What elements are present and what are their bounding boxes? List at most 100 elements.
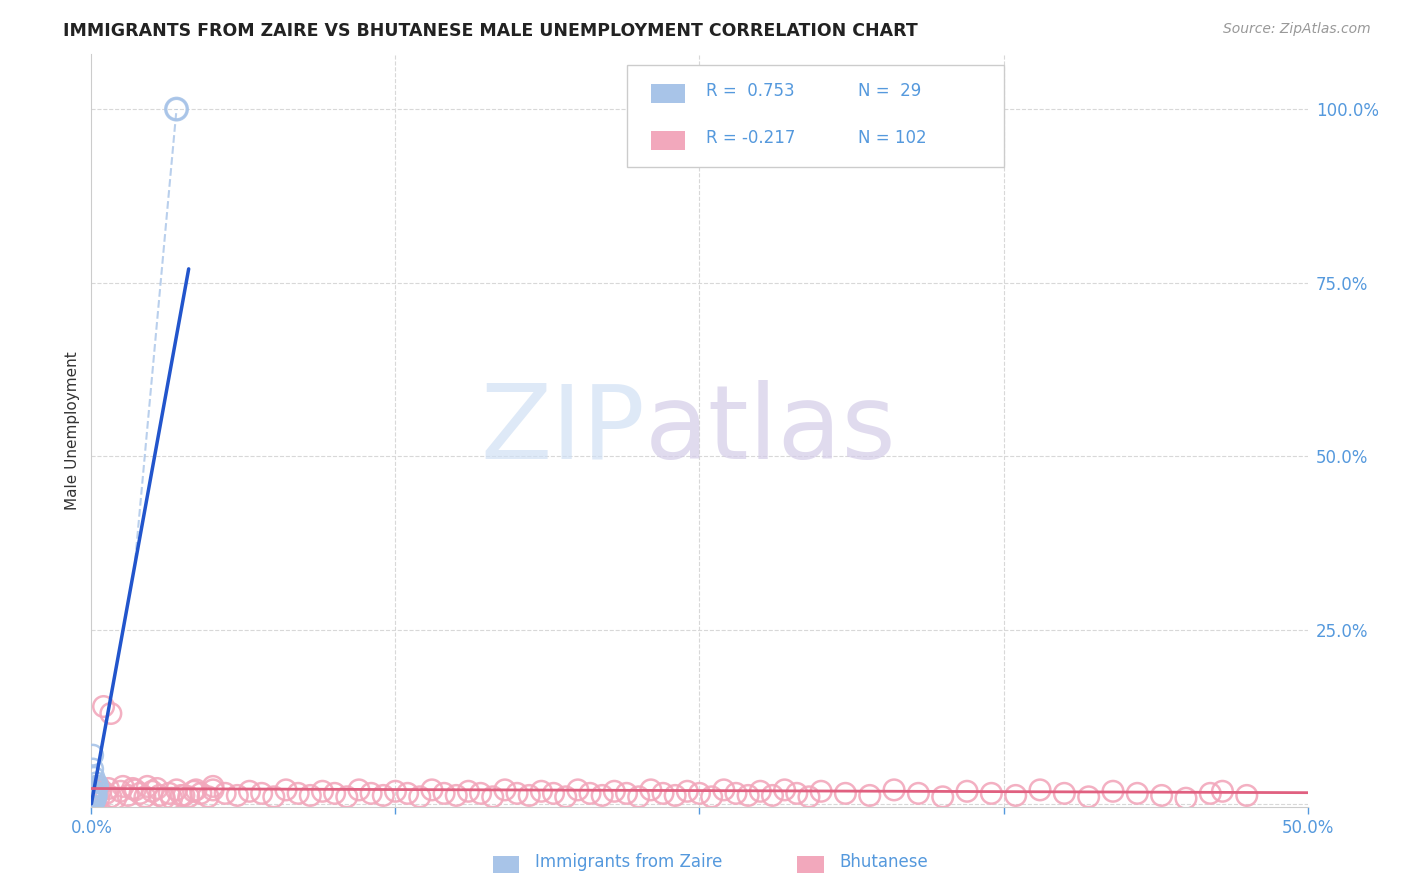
Point bbox=[336, 789, 359, 804]
Point bbox=[202, 783, 225, 797]
Point bbox=[664, 789, 686, 803]
Point bbox=[82, 762, 104, 776]
Point bbox=[470, 786, 492, 800]
Point bbox=[82, 790, 104, 805]
Point bbox=[883, 783, 905, 797]
Text: IMMIGRANTS FROM ZAIRE VS BHUTANESE MALE UNEMPLOYMENT CORRELATION CHART: IMMIGRANTS FROM ZAIRE VS BHUTANESE MALE … bbox=[63, 22, 918, 40]
Point bbox=[1029, 783, 1052, 797]
Point bbox=[433, 786, 456, 800]
Point bbox=[384, 784, 406, 798]
Point bbox=[797, 789, 820, 804]
Point bbox=[84, 776, 107, 790]
Point bbox=[141, 784, 163, 798]
Point bbox=[166, 102, 188, 116]
Point bbox=[84, 792, 107, 806]
Point bbox=[238, 784, 260, 798]
Text: N =  29: N = 29 bbox=[858, 82, 921, 100]
FancyBboxPatch shape bbox=[627, 65, 1004, 167]
Point bbox=[83, 789, 105, 803]
Point bbox=[907, 786, 929, 800]
Text: R = -0.217: R = -0.217 bbox=[706, 129, 794, 147]
Point bbox=[444, 789, 467, 803]
Point bbox=[311, 784, 333, 798]
Point bbox=[184, 783, 207, 797]
Point bbox=[980, 786, 1002, 800]
Point bbox=[157, 786, 180, 800]
Point bbox=[517, 789, 540, 803]
Point bbox=[761, 789, 783, 803]
Point bbox=[274, 783, 297, 797]
Point bbox=[82, 795, 104, 809]
Point bbox=[82, 792, 104, 806]
Point bbox=[83, 791, 105, 805]
Point bbox=[494, 783, 516, 797]
Point bbox=[530, 784, 553, 798]
Point bbox=[506, 786, 529, 800]
Text: Immigrants from Zaire: Immigrants from Zaire bbox=[536, 854, 723, 871]
Point bbox=[146, 781, 169, 796]
Point bbox=[83, 786, 105, 800]
Point bbox=[100, 706, 122, 721]
Point bbox=[83, 771, 105, 785]
Point bbox=[84, 781, 107, 796]
Point bbox=[579, 786, 602, 800]
Text: atlas: atlas bbox=[645, 380, 897, 481]
Point bbox=[83, 784, 105, 798]
Point bbox=[1004, 789, 1026, 803]
Point bbox=[97, 781, 120, 796]
Point bbox=[104, 791, 127, 805]
Point bbox=[94, 786, 117, 800]
Point bbox=[347, 783, 370, 797]
Point bbox=[810, 784, 832, 798]
Point bbox=[82, 748, 104, 763]
Point bbox=[1077, 789, 1099, 804]
Point bbox=[134, 789, 156, 804]
Point bbox=[84, 789, 107, 803]
Point bbox=[82, 789, 104, 803]
Point bbox=[177, 789, 200, 804]
Point bbox=[84, 790, 107, 805]
Point bbox=[737, 789, 759, 803]
Point bbox=[90, 783, 112, 797]
Point bbox=[82, 781, 104, 796]
Point bbox=[82, 793, 104, 807]
Point bbox=[1102, 784, 1125, 798]
Text: Source: ZipAtlas.com: Source: ZipAtlas.com bbox=[1223, 22, 1371, 37]
Point bbox=[83, 784, 105, 798]
Point bbox=[323, 786, 346, 800]
Point bbox=[148, 789, 170, 803]
Point bbox=[117, 789, 139, 803]
Point bbox=[409, 789, 432, 804]
Point bbox=[299, 789, 322, 803]
Point bbox=[136, 780, 159, 794]
Point bbox=[543, 786, 565, 800]
Point bbox=[567, 783, 589, 797]
Point bbox=[749, 784, 772, 798]
FancyBboxPatch shape bbox=[651, 84, 685, 103]
Point bbox=[773, 783, 796, 797]
Point bbox=[197, 789, 219, 804]
Point bbox=[360, 786, 382, 800]
Point bbox=[834, 786, 856, 800]
Point bbox=[226, 789, 249, 803]
Point bbox=[554, 789, 576, 804]
Text: Bhutanese: Bhutanese bbox=[839, 854, 928, 871]
Point bbox=[83, 792, 105, 806]
Point bbox=[170, 789, 193, 803]
Point bbox=[82, 786, 104, 800]
Text: R =  0.753: R = 0.753 bbox=[706, 82, 794, 100]
Point bbox=[676, 784, 699, 798]
Point bbox=[700, 789, 723, 804]
Point bbox=[173, 789, 195, 803]
Point bbox=[83, 793, 105, 807]
Point bbox=[481, 789, 503, 804]
Point bbox=[87, 791, 110, 805]
Point bbox=[396, 786, 419, 800]
Text: N = 102: N = 102 bbox=[858, 129, 927, 147]
Point bbox=[83, 792, 105, 806]
Point bbox=[420, 783, 443, 797]
Point bbox=[121, 781, 143, 796]
Point bbox=[82, 784, 104, 798]
Point bbox=[1053, 786, 1076, 800]
FancyBboxPatch shape bbox=[492, 856, 519, 873]
